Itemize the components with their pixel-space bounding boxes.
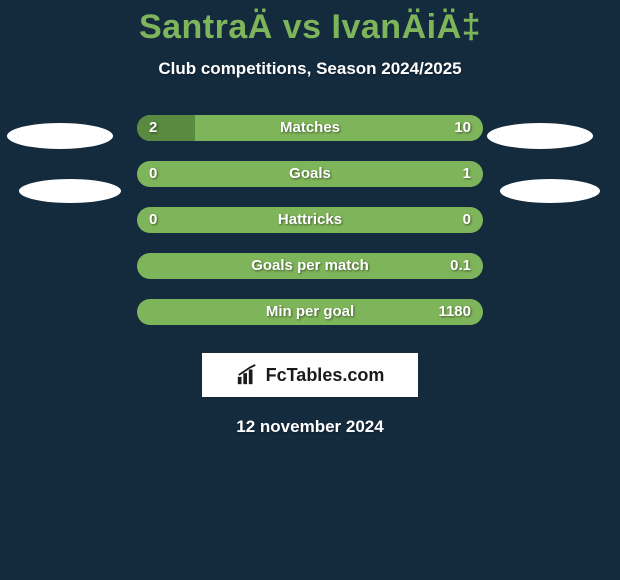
left-avatar <box>7 123 113 149</box>
stat-label: Goals <box>137 161 483 187</box>
brand-logo-icon <box>236 364 258 386</box>
stat-value-left: 0 <box>149 207 157 233</box>
stat-label: Goals per match <box>137 253 483 279</box>
brand-badge: FcTables.com <box>202 353 418 397</box>
stat-row: Matches2 10 <box>137 115 483 141</box>
right-avatar <box>487 123 593 149</box>
stat-value-right: 1 <box>463 161 471 187</box>
stat-label: Min per goal <box>137 299 483 325</box>
stat-value-right: 1180 <box>438 299 471 325</box>
brand-text: FcTables.com <box>266 365 385 386</box>
right-avatar <box>500 179 600 203</box>
stat-row: Hattricks0 0 <box>137 207 483 233</box>
stat-row: Goals0 1 <box>137 161 483 187</box>
stat-label: Hattricks <box>137 207 483 233</box>
stat-value-right: 10 <box>454 115 471 141</box>
comparison-card: SantraÄ vs IvanÄiÄ‡ Club competitions, S… <box>0 0 620 580</box>
page-title: SantraÄ vs IvanÄiÄ‡ <box>0 0 620 47</box>
stat-value-left: 2 <box>149 115 157 141</box>
stat-label: Matches <box>137 115 483 141</box>
stat-value-right: 0 <box>463 207 471 233</box>
stat-value-right: 0.1 <box>450 253 471 279</box>
stats-container: Matches210Goals01Hattricks00Goals per ma… <box>137 115 483 325</box>
left-avatar <box>19 179 121 203</box>
page-subtitle: Club competitions, Season 2024/2025 <box>0 59 620 79</box>
stat-row: Goals per match0.1 <box>137 253 483 279</box>
stat-row: Min per goal1180 <box>137 299 483 325</box>
date-text: 12 november 2024 <box>0 417 620 437</box>
stat-value-left: 0 <box>149 161 157 187</box>
